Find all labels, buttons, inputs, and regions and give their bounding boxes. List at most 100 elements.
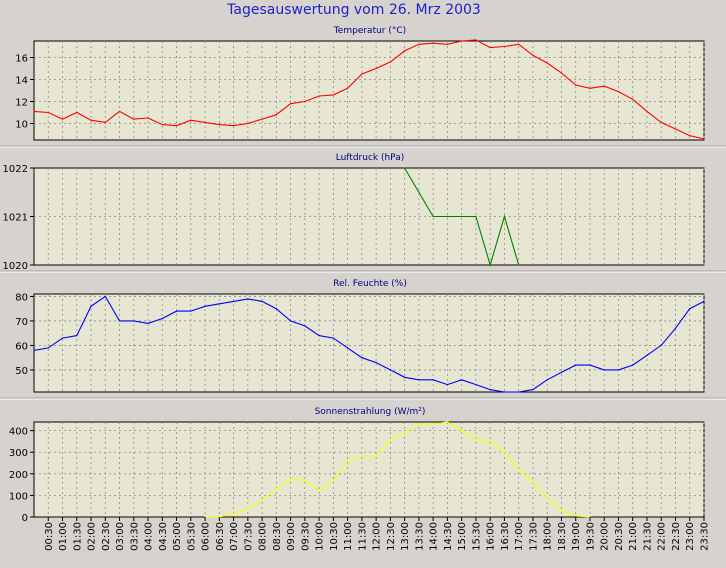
data-point-humidity <box>332 337 334 339</box>
data-point-pressure <box>503 215 506 218</box>
x-tick-label: 09:00 <box>286 522 297 551</box>
series-line-pressure <box>404 167 520 267</box>
data-point-humidity <box>304 325 306 327</box>
panel-title-pressure: Luftdruck (hPa) <box>336 153 405 163</box>
panel-pressure: Luftdruck (hPa) 1020 1021 1022 <box>3 153 705 272</box>
data-point-temperature <box>90 119 92 121</box>
data-point-radiation <box>389 438 391 440</box>
data-point-temperature <box>261 118 263 120</box>
data-point-temperature <box>617 91 620 93</box>
data-point-temperature <box>446 43 449 45</box>
data-point-humidity <box>247 298 249 300</box>
data-point-humidity <box>674 327 677 329</box>
x-tick-label: 18:00 <box>543 522 554 551</box>
data-point-temperature <box>404 50 406 52</box>
data-point-temperature <box>175 125 178 127</box>
x-tick-label: 03:30 <box>129 522 140 551</box>
x-tick-label: 07:30 <box>243 522 254 551</box>
y-tick-label: 16 <box>15 54 28 65</box>
data-point-radiation <box>546 496 548 499</box>
data-point-radiation <box>446 421 449 423</box>
data-point-temperature <box>503 45 506 48</box>
x-tick-label: 06:00 <box>201 522 212 551</box>
y-tick-label: 1021 <box>3 213 28 224</box>
data-point-temperature <box>518 43 520 45</box>
data-point-temperature <box>218 124 220 126</box>
data-point-temperature <box>389 61 391 63</box>
data-point-humidity <box>289 320 292 322</box>
data-point-temperature <box>118 110 121 112</box>
x-tick-label: 23:30 <box>700 522 711 551</box>
y-tick-label: 12 <box>15 98 28 109</box>
panel-title-humidity: Rel. Feuchte (%) <box>333 279 407 289</box>
y-tick-label: 50 <box>15 366 28 377</box>
data-point-humidity <box>275 308 277 310</box>
y-tick-label: 14 <box>15 76 28 87</box>
data-point-temperature <box>190 119 192 121</box>
data-point-temperature <box>332 94 334 96</box>
x-tick-label: 05:30 <box>186 522 197 551</box>
data-point-humidity <box>560 371 563 373</box>
data-point-temperature <box>275 114 277 116</box>
data-point-temperature <box>289 103 292 105</box>
x-tick-label: 00:30 <box>44 522 55 551</box>
y-tick-label: 400 <box>9 427 28 438</box>
data-point-humidity <box>617 369 620 371</box>
data-point-radiation <box>347 460 349 462</box>
y-tick-label: 100 <box>9 491 28 502</box>
x-tick-label: 08:00 <box>258 522 269 551</box>
x-tick-label: 02:00 <box>87 522 98 551</box>
plot-area-temperature <box>33 40 705 141</box>
data-point-temperature <box>575 84 577 86</box>
x-tick-label: 06:30 <box>215 522 226 551</box>
data-point-radiation <box>318 490 320 492</box>
data-point-pressure <box>432 215 434 218</box>
data-point-humidity <box>603 369 605 371</box>
data-point-temperature <box>489 47 491 49</box>
data-point-humidity <box>475 384 477 386</box>
data-point-radiation <box>503 451 506 453</box>
data-point-humidity <box>190 310 192 312</box>
data-point-radiation <box>332 479 334 481</box>
x-axis: 00:30 01:00 01:30 02:00 02:30 03:00 03:30 04:00… <box>44 517 711 551</box>
data-point-radiation <box>375 455 377 458</box>
data-point-humidity <box>546 379 548 381</box>
data-point-temperature <box>632 98 634 100</box>
data-point-radiation <box>232 513 235 515</box>
data-point-radiation <box>461 430 463 432</box>
data-point-temperature <box>546 62 548 64</box>
data-point-radiation <box>247 507 249 509</box>
x-tick-label: 16:00 <box>486 522 497 551</box>
data-point-humidity <box>404 376 406 378</box>
data-point-temperature <box>361 73 363 75</box>
data-point-temperature <box>689 135 691 137</box>
y-tick-label: 1022 <box>3 164 28 175</box>
x-tick-label: 03:00 <box>115 522 126 551</box>
x-tick-label: 19:00 <box>571 522 582 551</box>
data-point-radiation <box>575 515 577 517</box>
x-tick-label: 16:30 <box>500 522 511 551</box>
y-tick-label: 80 <box>15 292 28 303</box>
x-tick-label: 12:00 <box>372 522 383 551</box>
x-tick-label: 23:00 <box>685 522 696 551</box>
data-point-humidity <box>446 384 449 386</box>
x-tick-label: 17:00 <box>514 522 525 551</box>
data-point-temperature <box>703 138 705 140</box>
data-point-humidity <box>489 388 491 391</box>
data-point-temperature <box>646 110 648 112</box>
panel-humidity: Rel. Feuchte (%) 50 60 70 80 <box>15 279 705 393</box>
x-tick-label: 20:30 <box>614 522 625 551</box>
x-tick-label: 17:30 <box>528 522 539 551</box>
data-point-temperature <box>247 122 249 125</box>
data-point-humidity <box>518 391 520 393</box>
data-point-humidity <box>361 357 363 359</box>
data-point-temperature <box>161 124 163 126</box>
y-tick-label: 10 <box>15 120 28 131</box>
data-point-humidity <box>461 379 463 381</box>
x-tick-label: 10:30 <box>329 522 340 551</box>
x-tick-label: 12:30 <box>386 522 397 551</box>
data-point-humidity <box>418 379 420 381</box>
panel-title-temperature: Temperatur (°C) <box>333 26 406 36</box>
x-tick-label: 21:00 <box>628 522 639 551</box>
